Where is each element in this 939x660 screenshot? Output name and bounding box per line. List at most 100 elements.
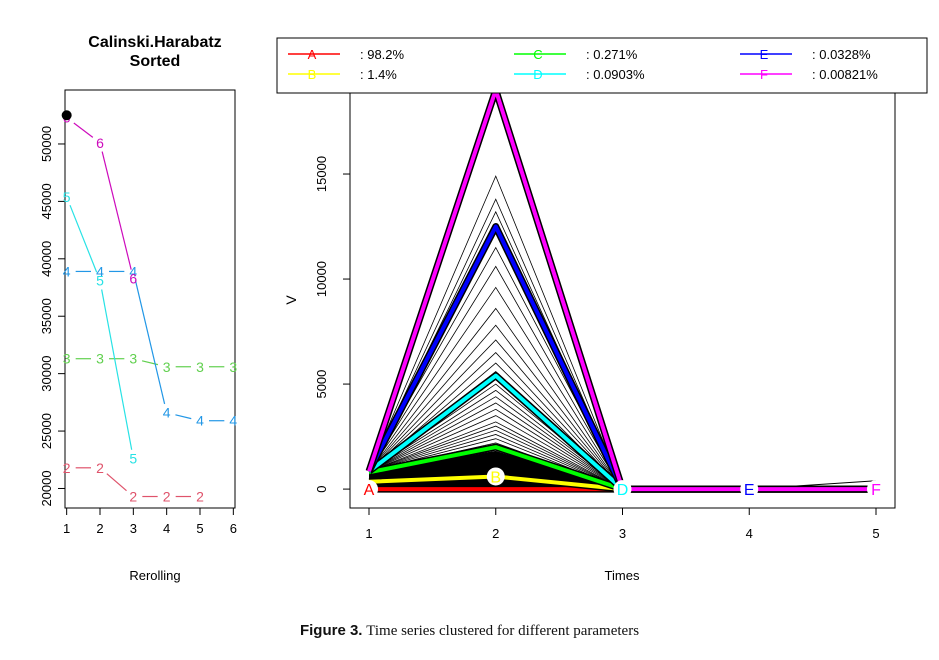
legend-key-E: E bbox=[760, 47, 769, 62]
legend-key-D: D bbox=[533, 67, 542, 82]
background-series-line bbox=[368, 227, 876, 490]
legend-items: A : 98.2% B : 1.4% C : 0.271% D : 0.0903% E : 0.0… bbox=[288, 47, 878, 82]
legend-value-D: : 0.0903% bbox=[586, 67, 645, 82]
series-3-point-label: 3 bbox=[63, 351, 71, 367]
series-3-point-label: 3 bbox=[129, 351, 137, 367]
left-y-tick-label: 40000 bbox=[39, 241, 54, 277]
left-y-tick-label: 25000 bbox=[39, 413, 54, 449]
right-y-tick-label: 10000 bbox=[314, 261, 329, 297]
left-x-tick-label: 4 bbox=[163, 521, 170, 536]
series-2-point-label: 2 bbox=[163, 489, 171, 505]
background-series-line bbox=[368, 175, 876, 490]
right-axes: 1 2 3 4 5 0 5000 10000 15000 bbox=[314, 156, 880, 541]
series-4-point-label: 4 bbox=[229, 413, 237, 429]
series-6-point-label: 6 bbox=[129, 270, 137, 286]
right-y-tick-label: 5000 bbox=[314, 370, 329, 399]
right-plot-frame bbox=[349, 89, 896, 509]
series-2-point-label: 2 bbox=[96, 460, 104, 476]
legend-box bbox=[276, 37, 928, 94]
legend-value-B: : 1.4% bbox=[360, 67, 397, 82]
legend-key-F: F bbox=[760, 67, 768, 82]
caption-lead: Figure 3. bbox=[299, 622, 363, 639]
left-chart: Calinski.Harabatz Sorted 1 2 3 4 5 6200002500… bbox=[39, 34, 237, 583]
right-y-axis-label: V bbox=[283, 295, 299, 305]
caption-text: Time series clustered for different para… bbox=[366, 623, 640, 639]
left-axes: 1 2 3 4 5 62000025000300003500040000450005000… bbox=[39, 126, 237, 536]
background-series-line bbox=[368, 246, 876, 490]
left-y-tick-label: 50000 bbox=[39, 126, 54, 162]
right-x-tick-label: 1 bbox=[365, 526, 372, 541]
left-y-tick-label: 30000 bbox=[39, 356, 54, 392]
point-labels-group: ABD E F bbox=[360, 467, 885, 499]
left-series-group: 22222333333444444555666 bbox=[61, 110, 237, 505]
cluster-E-label-bg bbox=[740, 480, 759, 499]
series-5-segment bbox=[101, 289, 133, 450]
left-x-tick-label: 3 bbox=[130, 521, 137, 536]
legend-key-A: A bbox=[308, 47, 317, 62]
series-5-point-label: 5 bbox=[96, 273, 104, 289]
series-4-segment bbox=[175, 414, 192, 420]
max-point-marker bbox=[61, 110, 72, 121]
series-2-segment bbox=[106, 473, 127, 492]
legend-key-C: C bbox=[533, 47, 542, 62]
cluster-F-label: F bbox=[871, 482, 881, 499]
series-2-point-label: 2 bbox=[129, 489, 137, 505]
series-4-point-label: 4 bbox=[163, 405, 171, 421]
legend-value-A: : 98.2% bbox=[360, 47, 405, 62]
left-chart-title: Calinski.Harabatz bbox=[88, 34, 221, 51]
series-2-point-label: 2 bbox=[63, 460, 71, 476]
legend-key-B: B bbox=[308, 67, 317, 82]
right-x-tick-label: 2 bbox=[492, 526, 499, 541]
series-5-segment bbox=[69, 204, 98, 273]
series-5-point-label: 5 bbox=[129, 451, 137, 467]
left-x-tick-label: 2 bbox=[96, 521, 103, 536]
left-x-tick-label: 1 bbox=[63, 521, 70, 536]
right-x-axis-label: Times bbox=[605, 568, 640, 583]
series-2-point-label: 2 bbox=[196, 489, 204, 505]
cluster-E-line bbox=[367, 224, 876, 492]
legend: A : 98.2% B : 1.4% C : 0.271% D : 0.0903% E : 0.0… bbox=[276, 37, 928, 94]
legend-value-C: : 0.271% bbox=[586, 47, 638, 62]
figure-canvas: Calinski.Harabatz Sorted 1 2 3 4 5 6200002500… bbox=[39, 34, 928, 583]
series-4-point-label: 4 bbox=[196, 413, 204, 429]
series-4-segment bbox=[134, 280, 166, 405]
right-x-tick-label: 3 bbox=[619, 526, 626, 541]
left-x-axis-label: Rerolling bbox=[129, 568, 180, 583]
series-5-point-label: 5 bbox=[63, 189, 71, 205]
series-3-point-label: 3 bbox=[229, 359, 237, 375]
right-x-tick-label: 4 bbox=[746, 526, 753, 541]
cluster-A-label: A bbox=[364, 482, 375, 499]
right-x-tick-label: 5 bbox=[872, 526, 879, 541]
series-3-point-label: 3 bbox=[163, 359, 171, 375]
series-3-point-label: 3 bbox=[96, 351, 104, 367]
cluster-B-label-bg bbox=[486, 467, 505, 486]
series-6-point-label: 6 bbox=[96, 135, 104, 151]
left-chart-subtitle: Sorted bbox=[130, 53, 181, 70]
figure-caption: Figure 3. Time series clustered for diff… bbox=[0, 622, 939, 640]
series-4-point-label: 4 bbox=[96, 263, 104, 279]
left-y-tick-label: 35000 bbox=[39, 298, 54, 334]
series-4-point-label: 4 bbox=[63, 263, 71, 279]
right-y-tick-label: 15000 bbox=[314, 156, 329, 192]
left-x-tick-label: 6 bbox=[230, 521, 237, 536]
cluster-F-line bbox=[367, 91, 876, 492]
left-x-tick-label: 5 bbox=[196, 521, 203, 536]
cluster-B-label: B bbox=[490, 469, 501, 486]
series-4-point-label: 4 bbox=[129, 263, 137, 279]
cluster-F-label-bg bbox=[866, 480, 885, 499]
cluster-D-label: D bbox=[617, 482, 629, 499]
left-plot-frame bbox=[64, 89, 236, 509]
series-3-point-label: 3 bbox=[196, 359, 204, 375]
right-y-tick-label: 0 bbox=[314, 485, 329, 492]
cluster-A-label-bg bbox=[360, 480, 379, 499]
cluster-F-outline bbox=[365, 91, 876, 493]
legend-value-E: : 0.0328% bbox=[812, 47, 871, 62]
cluster-E-outline bbox=[365, 223, 876, 493]
left-y-tick-label: 20000 bbox=[39, 470, 54, 506]
cluster-D-label-bg bbox=[613, 480, 632, 499]
background-series-group bbox=[368, 175, 877, 490]
right-series-group bbox=[365, 91, 876, 493]
series-6-segment bbox=[73, 122, 94, 138]
legend-value-F: : 0.00821% bbox=[812, 67, 878, 82]
